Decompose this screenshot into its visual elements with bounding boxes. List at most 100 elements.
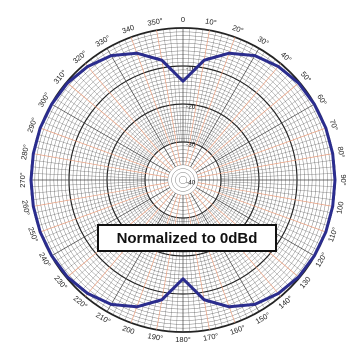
spoke — [37, 191, 147, 226]
spoke — [36, 140, 147, 171]
spoke — [118, 42, 168, 146]
spoke — [219, 191, 329, 226]
spoke — [45, 115, 149, 165]
spoke — [187, 29, 203, 143]
spoke — [32, 160, 146, 176]
spoke — [124, 39, 169, 145]
spoke-accent — [66, 82, 172, 171]
spoke — [220, 188, 332, 214]
spoke — [195, 187, 315, 257]
ring-minor — [163, 160, 203, 200]
spoke — [95, 55, 162, 149]
spoke — [220, 184, 334, 200]
spoke — [198, 42, 248, 146]
spoke-accent — [187, 37, 236, 166]
spoke-accent — [85, 63, 174, 169]
angle-label: 80° — [336, 146, 347, 159]
spoke — [213, 87, 304, 157]
spoke — [220, 160, 334, 176]
spoke — [169, 28, 180, 143]
spoke — [203, 51, 265, 149]
spoke-accent — [156, 30, 181, 166]
spoke — [197, 39, 242, 145]
angle-label: 20° — [231, 23, 245, 35]
spoke-accent — [192, 63, 281, 169]
spoke — [184, 28, 190, 143]
angle-label: 140° — [277, 294, 295, 311]
ring-minor — [175, 172, 191, 188]
angle-label: 60° — [315, 93, 328, 107]
ring-minor — [179, 176, 187, 184]
spoke — [137, 34, 172, 144]
spoke — [37, 134, 147, 169]
angle-label: 290° — [25, 116, 39, 134]
spoke — [101, 51, 163, 149]
spoke — [45, 195, 149, 245]
spoke — [51, 103, 171, 173]
radial-label: -20 — [186, 104, 196, 111]
spoke — [80, 67, 158, 153]
spoke — [217, 195, 321, 245]
spoke — [220, 166, 335, 177]
spoke-accent — [33, 182, 169, 207]
pattern-series — [29, 51, 337, 309]
spoke — [208, 67, 286, 153]
spoke — [204, 55, 271, 149]
spoke-accent — [194, 82, 300, 171]
spoke — [220, 146, 332, 172]
spoke — [31, 181, 146, 187]
spoke — [200, 45, 254, 147]
angle-label: 280° — [19, 144, 31, 161]
spoke — [176, 28, 182, 143]
angle-label: 30° — [256, 34, 270, 47]
spoke-accent — [197, 184, 326, 233]
spoke — [191, 31, 217, 143]
angle-label: 40° — [279, 50, 293, 64]
spoke — [54, 98, 152, 160]
radial-labels: -10 -20 -30 -40 — [186, 66, 196, 187]
spoke — [62, 87, 153, 157]
spoke — [36, 189, 147, 220]
spoke — [216, 197, 318, 251]
angle-label: 160° — [229, 323, 247, 337]
spoke — [219, 134, 329, 169]
spoke — [195, 103, 315, 173]
spoke-accent — [130, 37, 179, 166]
radial-label: -10 — [186, 66, 196, 73]
angle-label: 200 — [121, 323, 136, 336]
spoke-accent — [156, 194, 181, 330]
radial-label: -30 — [186, 142, 196, 149]
angle-label: 190° — [147, 331, 164, 343]
spoke — [42, 121, 148, 166]
spoke-accent — [197, 153, 333, 178]
spoke — [186, 28, 197, 143]
spoke-accent — [40, 184, 169, 233]
spoke — [48, 109, 150, 163]
ring-minor — [171, 168, 195, 192]
spoke — [31, 166, 146, 177]
spoke — [34, 146, 146, 172]
angle-label: 50° — [299, 70, 313, 84]
angle-label: 350° — [147, 16, 164, 28]
angle-label: 180° — [175, 335, 191, 344]
angle-label: 70° — [328, 118, 340, 132]
spoke — [51, 187, 171, 257]
angle-label: 10° — [205, 17, 218, 28]
angle-label: 220° — [72, 294, 90, 311]
spoke-accent — [197, 182, 333, 207]
angle-label: 90° — [339, 174, 348, 185]
spoke — [220, 183, 335, 194]
spoke — [31, 173, 146, 179]
spoke — [149, 31, 175, 143]
spoke — [214, 92, 308, 159]
spoke — [106, 192, 176, 312]
radial-label: -40 — [186, 180, 196, 187]
spoke-accent — [33, 153, 169, 178]
spoke — [216, 109, 318, 163]
spoke — [112, 45, 166, 147]
spoke — [192, 33, 223, 144]
spoke — [48, 197, 150, 251]
spoke — [90, 59, 160, 150]
angle-label: 170° — [202, 331, 219, 343]
